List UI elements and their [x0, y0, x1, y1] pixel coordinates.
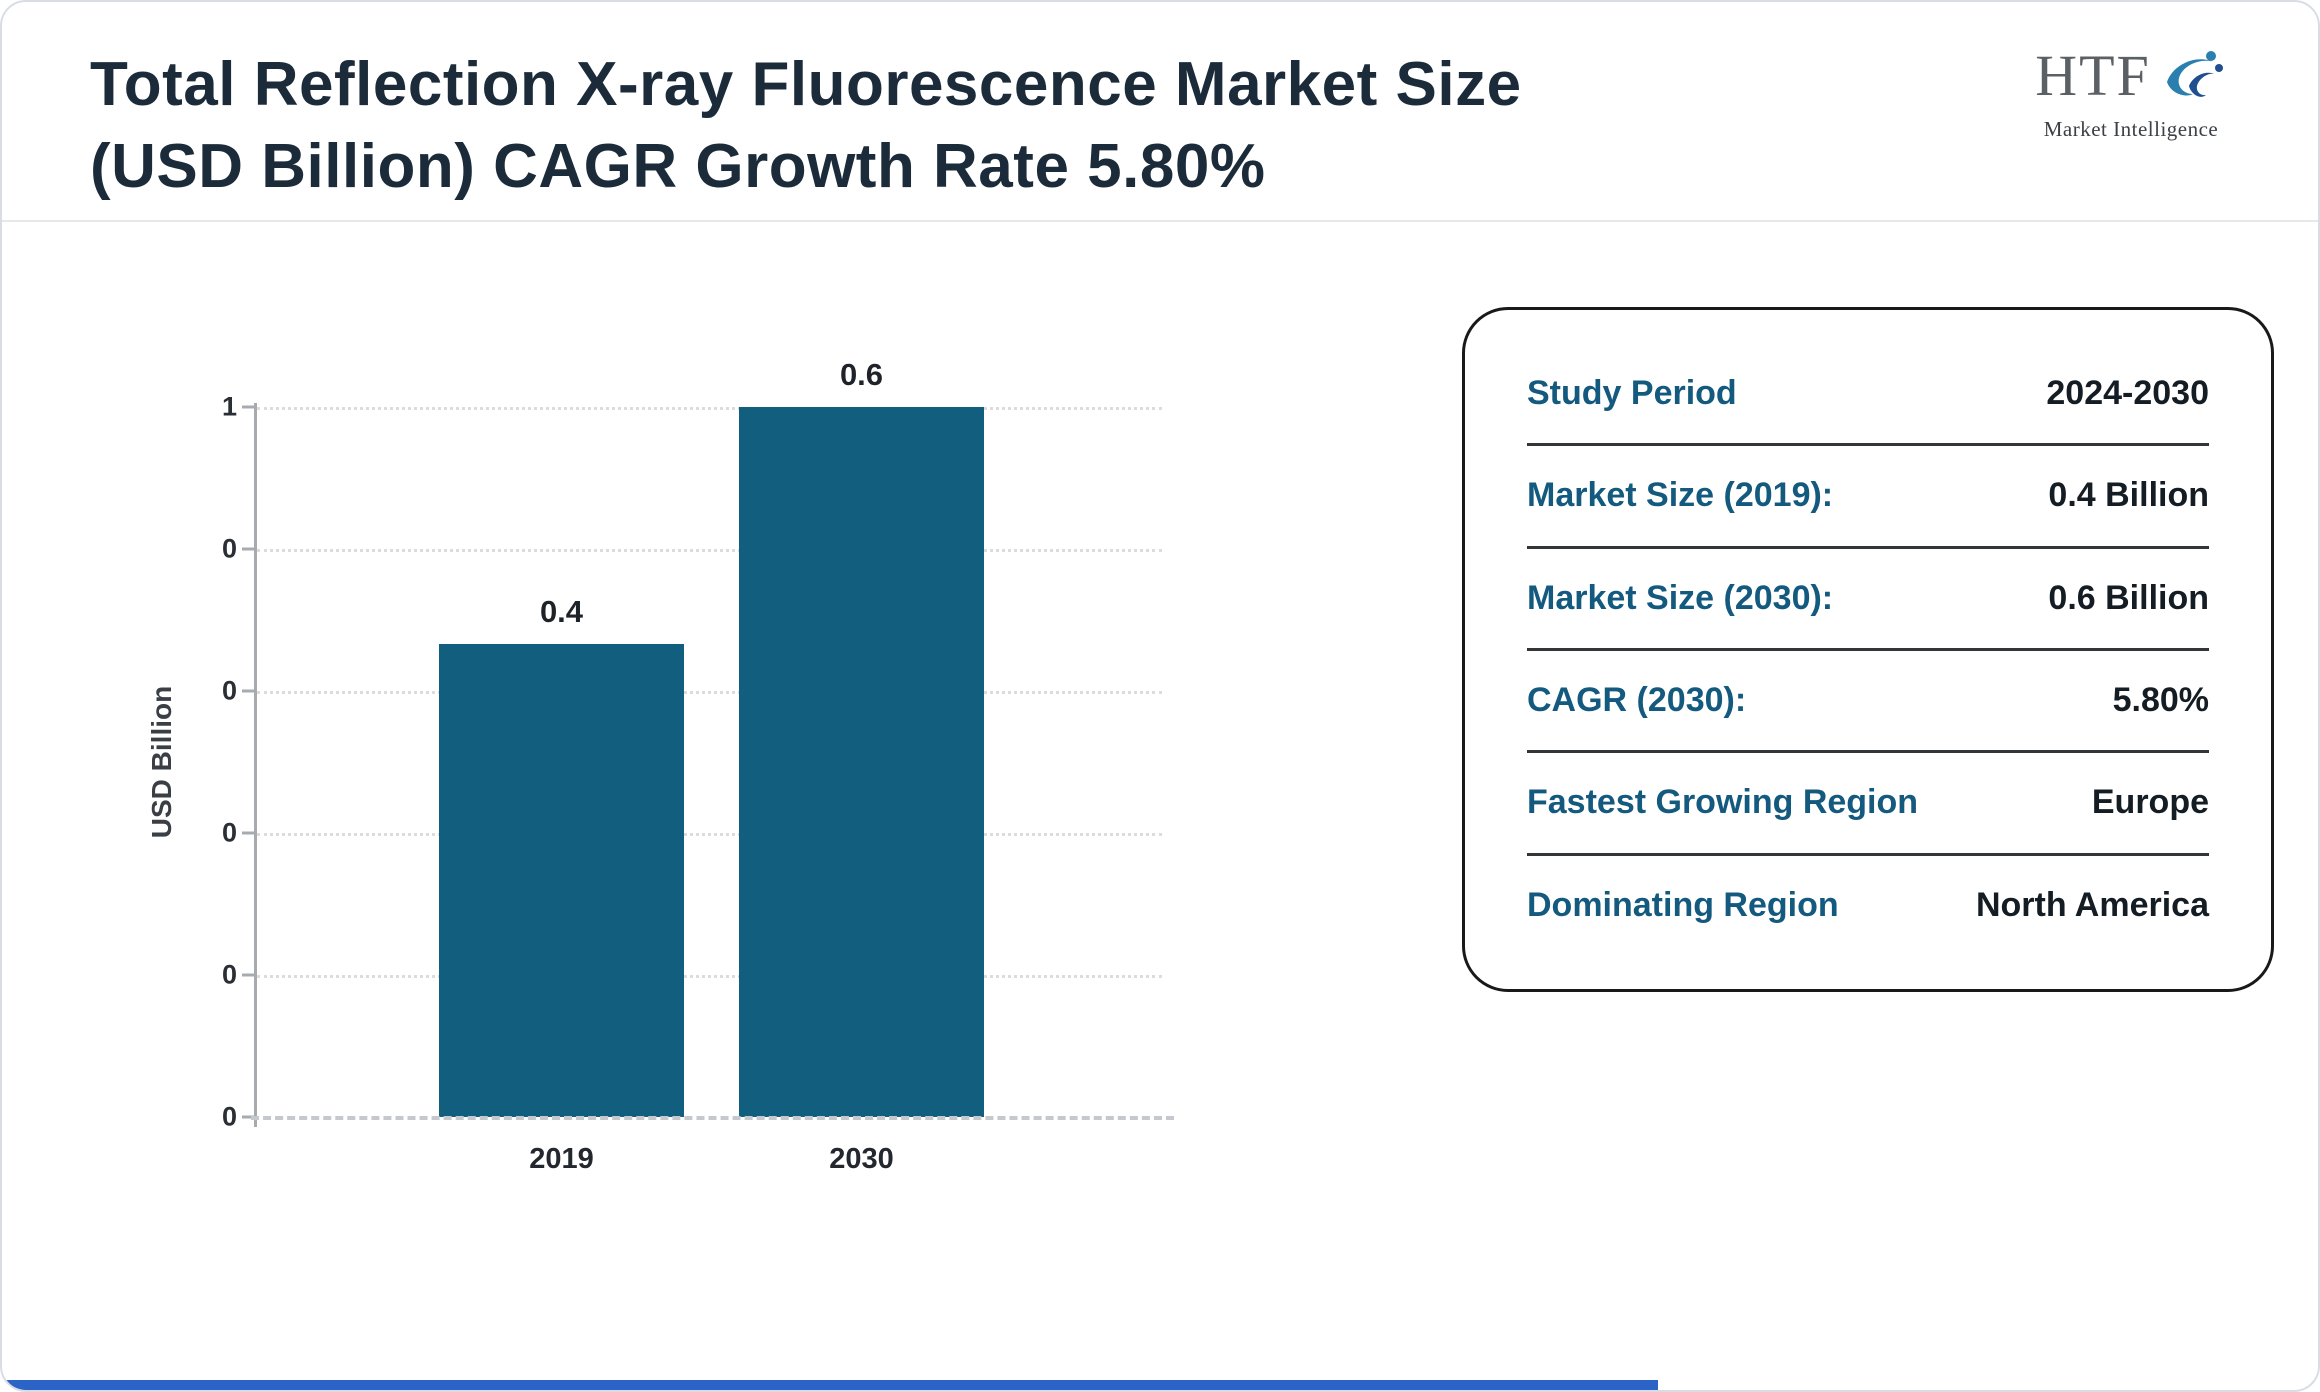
x-tick-label-2030: 2030: [829, 1143, 894, 1175]
y-tick-label: 0: [221, 675, 237, 706]
summary-value: North America: [1975, 885, 2209, 924]
plot-area: 1 0 0 0 0 0 0.4 0.6 2019 2030: [222, 357, 1174, 1175]
bar-value-label: 0.6: [839, 357, 884, 392]
footer-accent-bar: [2, 1380, 1658, 1390]
page-title-line1: Total Reflection X-ray Fluorescence Mark…: [90, 50, 1522, 119]
y-tick-mark: [242, 1115, 254, 1119]
summary-value: 0.4 Billion: [2048, 476, 2209, 515]
y-axis-title: USD Billion: [146, 685, 177, 839]
summary-row-market-size-2030: Market Size (2030): 0.6 Billion: [1527, 549, 2209, 651]
bar-chart: USD Billion 1 0 0 0 0 0 0.4 0.6: [2, 220, 1202, 1240]
brand-logo-mark: HTF: [2006, 36, 2256, 115]
y-tick-mark: [242, 973, 254, 977]
y-axis-line: [254, 403, 257, 1127]
bar-value-label: 0.4: [539, 593, 584, 629]
summary-value: Europe: [2091, 783, 2209, 822]
page-title-line2: (USD Billion) CAGR Growth Rate 5.80%: [90, 131, 1266, 201]
gridline: [257, 407, 1162, 410]
y-tick-label: 0: [221, 1101, 237, 1132]
summary-label: Dominating Region: [1527, 885, 1839, 924]
y-tick-label: 1: [221, 391, 237, 422]
gridline: [257, 833, 1162, 836]
summary-label: Study Period: [1527, 374, 1737, 413]
summary-label: Market Size (2019):: [1527, 476, 1834, 515]
brand-logo-text: HTF: [2035, 43, 2151, 108]
gridline: [257, 549, 1162, 552]
y-tick-label: 0: [221, 533, 237, 564]
page-title: Total Reflection X-ray Fluorescence Mark…: [90, 44, 1522, 208]
y-tick-label: 0: [221, 817, 237, 848]
summary-value: 2024-2030: [2046, 374, 2209, 413]
gridline: [257, 975, 1162, 978]
swoosh-icon: [2153, 36, 2227, 115]
gridline: [257, 691, 1162, 694]
y-tick-label: 0: [221, 959, 237, 990]
summary-row-study-period: Study Period 2024-2030: [1527, 344, 2209, 447]
summary-label: Market Size (2030):: [1527, 578, 1834, 617]
summary-row-dominating-region: Dominating Region North America: [1527, 856, 2209, 955]
summary-row-market-size-2019: Market Size (2019): 0.4 Billion: [1527, 446, 2209, 549]
y-tick-mark: [242, 405, 254, 409]
x-tick-label-2019: 2019: [529, 1143, 594, 1175]
brand-logo-subtext: Market Intelligence: [2043, 117, 2219, 141]
header: Total Reflection X-ray Fluorescence Mark…: [2, 2, 2318, 222]
summary-label: CAGR (2030):: [1527, 681, 1747, 720]
summary-label: Fastest Growing Region: [1527, 783, 1919, 822]
summary-row-fastest-growing-region: Fastest Growing Region Europe: [1527, 753, 2209, 856]
bar-2030: [739, 407, 984, 1117]
bar-2019: [439, 643, 684, 1117]
y-tick-mark: [242, 547, 254, 551]
summary-panel: Study Period 2024-2030 Market Size (2019…: [1462, 307, 2274, 992]
y-tick-mark: [242, 831, 254, 835]
summary-value: 5.80%: [2112, 681, 2209, 720]
brand-logo: HTF Market Intelligence: [2006, 36, 2256, 142]
y-tick-mark: [242, 689, 254, 693]
summary-value: 0.6 Billion: [2048, 578, 2209, 617]
x-axis-line: [251, 1116, 1174, 1120]
summary-row-cagr: CAGR (2030): 5.80%: [1527, 651, 2209, 754]
